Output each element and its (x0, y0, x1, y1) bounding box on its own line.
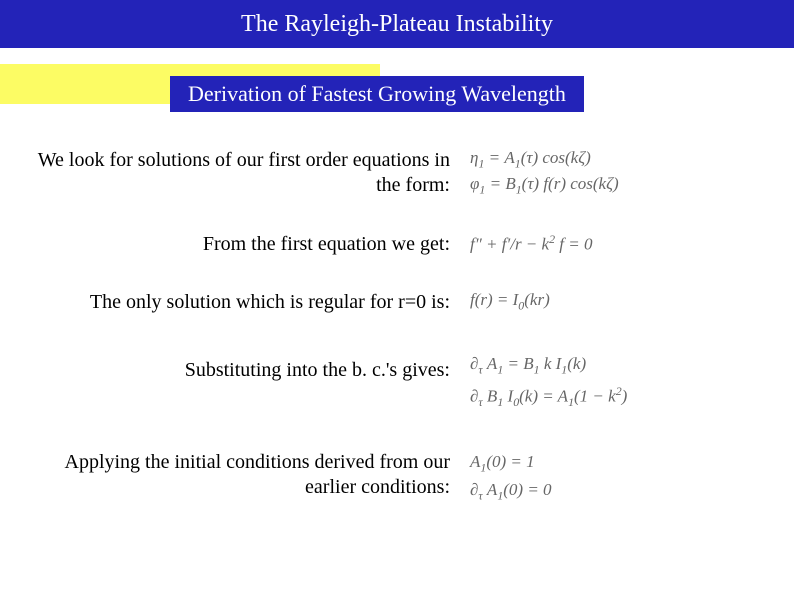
row-label: The only solution which is regular for r… (30, 290, 450, 315)
equation: φ1 = B1(τ) f(r) cos(kζ) (470, 174, 619, 197)
equation: ∂τ A1(0) = 0 (470, 480, 552, 503)
subtitle-bar: Derivation of Fastest Growing Wavelength (170, 76, 584, 112)
row-label: Applying the initial conditions derived … (30, 450, 450, 500)
row-label: Substituting into the b. c.'s gives: (30, 358, 450, 383)
slide-title: The Rayleigh-Plateau Instability (241, 11, 553, 38)
equation: ∂τ B1 I0(k) = A1(1 − k2) (470, 384, 627, 410)
equation: η1 = A1(τ) cos(kζ) (470, 148, 591, 171)
slide-subtitle: Derivation of Fastest Growing Wavelength (188, 81, 566, 107)
row-label: We look for solutions of our first order… (30, 148, 450, 198)
equation: f(r) = I0(kr) (470, 290, 550, 313)
equation: f″ + f′/r − k2 f = 0 (470, 232, 592, 255)
row-label: From the first equation we get: (30, 232, 450, 257)
equation: ∂τ A1 = B1 k I1(k) (470, 354, 586, 377)
equation: A1(0) = 1 (470, 452, 535, 475)
title-bar: The Rayleigh-Plateau Instability (0, 0, 794, 48)
